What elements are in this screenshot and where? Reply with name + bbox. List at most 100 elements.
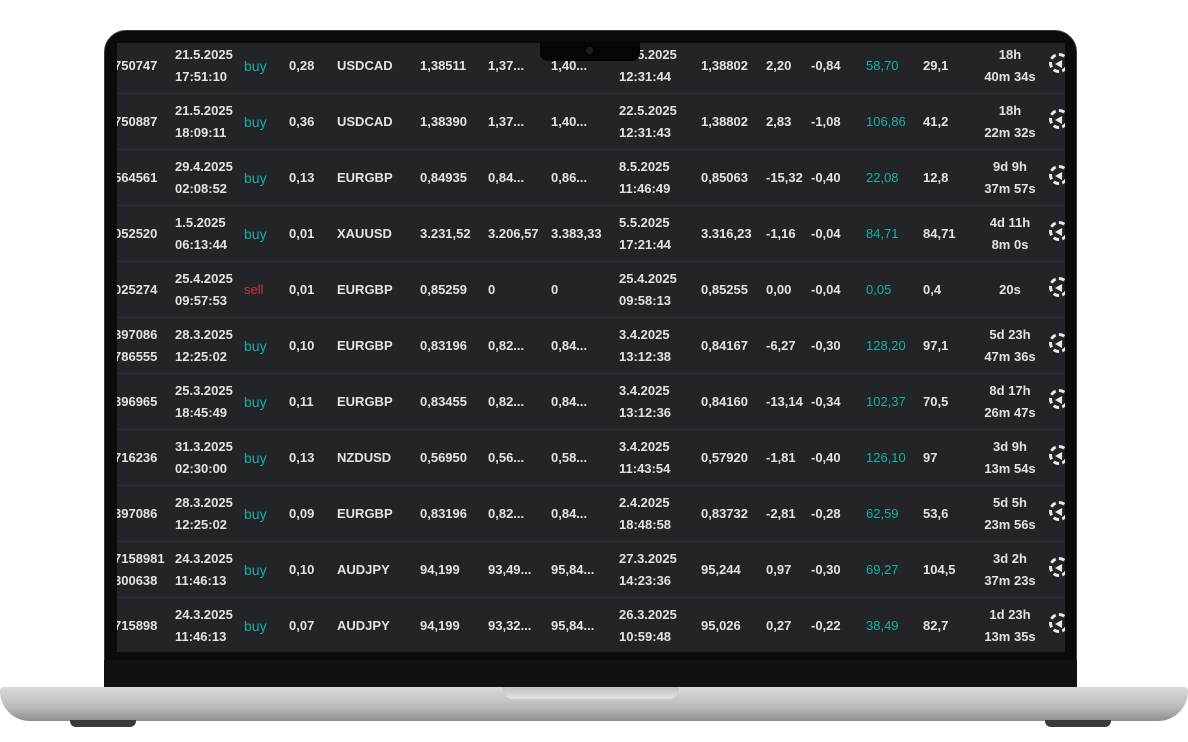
volume-cell: 0,10 (289, 318, 314, 373)
pips-cell: 12,8 (923, 150, 948, 205)
cell-text: -6,27 (766, 337, 796, 353)
cell-text: -0,40 (811, 169, 841, 185)
replay-circle-icon[interactable] (1049, 501, 1065, 521)
table-row[interactable]: 750887 21.5.2025 18:09:11 buy 0,36 USDCAD 1,38… (117, 94, 1065, 150)
swap-cell: -0,28 (811, 486, 841, 541)
replay-circle-icon[interactable] (1049, 389, 1065, 409)
profit-cell: 62,59 (866, 486, 899, 541)
pips-cell: 0,4 (923, 262, 941, 317)
commission-cell: -15,32 (766, 150, 803, 205)
take-profit-cell: 3.383,33 (551, 206, 602, 261)
swap-cell: -0,30 (811, 318, 841, 373)
cell-text: 12:31:44 (619, 68, 672, 84)
duration-cell: 3d 2h 37m 23s (965, 542, 1055, 597)
cell-text: 94,199 (420, 561, 460, 577)
cell-text: EURGBP (337, 505, 393, 521)
open-time-cell: 25.3.2025 18:45:49 (175, 374, 233, 429)
side-cell: buy (244, 43, 267, 93)
cell-text: 0,56... (488, 449, 525, 465)
cell-text: 0,13 (289, 169, 315, 185)
profit-cell: 38,49 (866, 598, 899, 652)
pips-cell: 84,71 (923, 206, 956, 261)
cell-text: 3.4.2025 (619, 438, 670, 454)
cell-text: 2,20 (766, 57, 792, 73)
table-row[interactable]: 715898 24.3.2025 11:46:13 buy 0,07 AUDJPY 94,1… (117, 598, 1065, 652)
cell-text: 18h (998, 102, 1022, 118)
cell-text: 0,56950 (420, 449, 467, 465)
table-row[interactable]: 716236 31.3.2025 02:30:00 buy 0,13 NZDUSD 0,56… (117, 430, 1065, 486)
table-row[interactable]: 750747 21.5.2025 17:51:10 buy 0,28 USDCAD 1,38… (117, 43, 1065, 94)
replay-circle-icon[interactable] (1049, 221, 1065, 241)
cell-text: 3.206,57 (488, 225, 539, 241)
replay-circle-icon[interactable] (1049, 445, 1065, 465)
cell-text: -0,34 (811, 393, 841, 409)
cell-text: 26m 47s (984, 404, 1036, 420)
side-cell: buy (244, 486, 267, 541)
cell-text: 97,1 (923, 337, 949, 353)
open-time-cell: 21.5.2025 18:09:11 (175, 94, 233, 149)
stop-loss-cell: 3.206,57 (488, 206, 539, 261)
cell-text: 11:43:54 (619, 460, 671, 476)
cell-text: 41,2 (923, 113, 949, 129)
duration-cell: 3d 9h 13m 54s (965, 430, 1055, 485)
commission-cell: 2,83 (766, 94, 791, 149)
open-time-cell: 25.4.2025 09:57:53 (175, 262, 233, 317)
replay-circle-icon[interactable] (1049, 109, 1065, 129)
table-row[interactable]: 025274 25.4.2025 09:57:53 sell 0,01 EURGBP 0,8… (117, 262, 1065, 318)
open-time-cell: 24.3.2025 11:46:13 (175, 542, 233, 597)
symbol-cell: EURGBP (337, 262, 393, 317)
volume-cell: 0,09 (289, 486, 314, 541)
replay-circle-icon[interactable] (1049, 557, 1065, 577)
cell-text: 8d 17h (989, 382, 1031, 398)
cell-text: 93,49... (488, 561, 532, 577)
cell-text: 13:12:38 (619, 348, 672, 364)
open-price-cell: 0,83196 (420, 486, 467, 541)
cell-text: 02:30:00 (175, 460, 228, 476)
table-row[interactable]: 052520 1.5.2025 06:13:44 buy 0,01 XAUUSD 3.231… (117, 206, 1065, 262)
open-price-cell: 1,38511 (420, 43, 466, 93)
replay-circle-icon[interactable] (1049, 165, 1065, 185)
side-cell: buy (244, 430, 267, 485)
replay-circle-icon[interactable] (1049, 613, 1065, 633)
commission-cell: 2,20 (766, 43, 791, 93)
cell-text: 0,84... (551, 337, 588, 353)
camera-icon (586, 47, 593, 54)
table-row[interactable]: 397086 786555 28.3.2025 12:25:02 buy 0,10 EURG… (117, 318, 1065, 374)
cell-text: -1,16 (766, 225, 796, 241)
table-row[interactable]: 396965 25.3.2025 18:45:49 buy 0,11 EURGBP 0,83… (117, 374, 1065, 430)
close-price-cell: 0,84160 (701, 374, 748, 429)
table-row[interactable]: 7158981 300638 24.3.2025 11:46:13 buy 0,10 AUD… (117, 542, 1065, 598)
close-price-cell: 1,38802 (701, 43, 748, 93)
trades-table: 750747 21.5.2025 17:51:10 buy 0,28 USDCAD 1,38… (117, 43, 1065, 652)
cell-text: 82,7 (923, 617, 949, 633)
lid-opening-notch (503, 687, 679, 699)
replay-circle-icon[interactable] (1049, 53, 1065, 73)
cell-text: 11:46:13 (175, 628, 227, 644)
cell-text: 18:48:58 (619, 516, 672, 532)
camera-notch (540, 42, 640, 61)
pips-cell: 29,1 (923, 43, 948, 93)
table-row[interactable]: 564561 29.4.2025 02:08:52 buy 0,13 EURGBP 0,84… (117, 150, 1065, 206)
cell-text: 1d 23h (989, 606, 1031, 622)
replay-circle-icon[interactable] (1049, 277, 1065, 297)
side-cell: buy (244, 94, 267, 149)
pips-cell: 104,5 (923, 542, 956, 597)
cell-text: buy (244, 169, 267, 186)
cell-text: buy (244, 113, 267, 130)
close-time-cell: 2.4.2025 18:48:58 (619, 486, 671, 541)
close-price-cell: 0,57920 (701, 430, 748, 485)
take-profit-cell: 0,84... (551, 374, 587, 429)
replay-circle-icon[interactable] (1049, 333, 1065, 353)
pips-cell: 41,2 (923, 94, 948, 149)
cell-text: 11:46:13 (175, 572, 227, 588)
cell-text: -0,04 (811, 281, 841, 297)
cell-text: EURGBP (337, 169, 393, 185)
table-row[interactable]: 397086 28.3.2025 12:25:02 buy 0,09 EURGBP 0,83… (117, 486, 1065, 542)
commission-cell: 0,97 (766, 542, 791, 597)
cell-text: 1,37... (488, 57, 525, 73)
cell-text: 102,37 (866, 393, 906, 409)
cell-text: 128,20 (866, 337, 906, 353)
cell-text: 47m 36s (984, 348, 1036, 364)
duration-cell: 18h 40m 34s (965, 43, 1055, 93)
cell-text: EURGBP (337, 281, 393, 297)
